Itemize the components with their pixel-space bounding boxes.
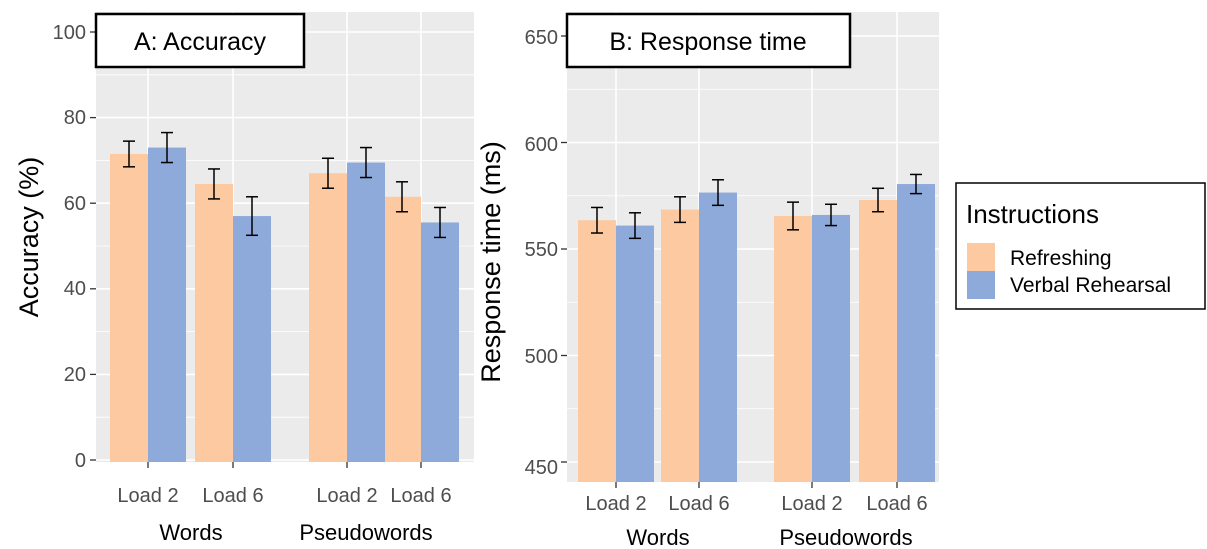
panel-b-bar <box>661 209 699 482</box>
panel-a-error-bar <box>123 140 135 168</box>
panel-a-y-tick-label: 20 <box>64 364 86 386</box>
panel-b-bar <box>616 225 654 482</box>
panel-b-group-label: Pseudowords <box>779 525 912 549</box>
panel-b-error-bar <box>872 187 884 213</box>
panel-a-group-label: Words <box>159 520 222 545</box>
panel-b-y-tick-label: 550 <box>525 239 558 261</box>
panel-a-y-ticks <box>90 31 96 461</box>
panel-a-bar <box>421 222 459 462</box>
panel-a-error-bar <box>208 168 220 200</box>
panel-b-x-tick-label: Load 2 <box>781 493 842 515</box>
panel-b-y-tick-label: 500 <box>525 346 558 368</box>
panel-a-y-axis-title: Accuracy (%) <box>14 157 44 318</box>
legend-swatch-verbal-rehearsal <box>967 271 995 299</box>
legend-title: Instructions <box>966 199 1099 229</box>
panel-b-bar <box>897 184 935 482</box>
panel-a-error-bar <box>360 146 372 179</box>
panel-a-error-bar <box>322 157 334 189</box>
legend-label-refreshing: Refreshing <box>1010 247 1112 270</box>
panel-a-error-bars <box>123 131 446 239</box>
panel-a-bar <box>233 216 271 462</box>
panel-a-x-tick-label: Load 2 <box>117 485 178 507</box>
panel-b-x-ticks <box>615 482 898 488</box>
panel-a-group-label: Pseudowords <box>299 520 432 545</box>
legend-label-verbal-rehearsal: Verbal Rehearsal <box>1010 274 1171 297</box>
panel-b: 450 500 550 600 650 Load 2 Load 6 Load 2… <box>476 12 939 549</box>
panel-b-y-ticks <box>561 35 567 463</box>
panel-a-x-ticks <box>147 462 422 468</box>
panel-b-bar <box>812 214 850 483</box>
panel-a: 0 20 40 60 80 100 Load 2 Load 6 Load 2 L… <box>14 12 474 545</box>
panel-a-y-tick-label: 0 <box>75 450 86 472</box>
panel-b-group-label: Words <box>626 525 689 549</box>
panel-a-y-tick-label: 60 <box>64 193 86 215</box>
panel-a-y-tick-label: 100 <box>53 22 86 44</box>
panel-b-label: B: Response time <box>609 28 806 56</box>
panel-a-error-bar <box>246 196 258 237</box>
panel-a-x-tick-label: Load 6 <box>390 485 451 507</box>
panel-b-error-bar <box>910 173 922 195</box>
panel-b-y-axis-title: Response time (ms) <box>476 141 506 383</box>
panel-b-bar <box>578 220 616 482</box>
panel-b-error-bar <box>629 212 641 240</box>
panel-a-x-tick-label: Load 2 <box>316 485 377 507</box>
panel-b-bar <box>699 192 737 482</box>
panel-a-bar <box>110 153 148 463</box>
panel-b-x-tick-label: Load 6 <box>668 493 729 515</box>
panel-a-bar <box>195 183 233 462</box>
panel-b-error-bar <box>787 201 799 231</box>
panel-a-error-bar <box>396 181 408 213</box>
panel-b-y-tick-label: 450 <box>525 457 558 479</box>
panel-a-y-tick-label: 40 <box>64 278 86 300</box>
panel-a-error-bar <box>161 131 173 164</box>
panel-b-y-tick-label: 650 <box>525 27 558 49</box>
panel-a-x-tick-label: Load 6 <box>202 485 263 507</box>
legend-swatch-refreshing <box>967 243 995 271</box>
panel-a-bar <box>383 196 421 462</box>
panel-b-error-bar <box>674 196 686 224</box>
panel-b-error-bar <box>591 206 603 234</box>
panel-b-label-box: B: Response time <box>565 12 852 69</box>
panel-a-bars <box>110 147 459 463</box>
panel-b-bars <box>578 184 935 483</box>
panel-b-error-bar <box>825 203 837 227</box>
panel-a-label-box: A: Accuracy <box>94 12 306 69</box>
legend: Instructions Refreshing Verbal Rehearsal <box>955 182 1206 310</box>
legend-frame <box>955 182 1206 310</box>
panel-a-bar <box>148 147 186 462</box>
panel-a-bar <box>347 162 385 463</box>
panel-b-bar <box>859 200 897 482</box>
panel-b-bar <box>774 215 812 483</box>
panel-b-x-tick-label: Load 2 <box>585 493 646 515</box>
panel-a-error-bar <box>434 206 446 239</box>
panel-b-error-bar <box>712 179 724 207</box>
panel-a-bar <box>309 173 347 463</box>
panel-a-label: A: Accuracy <box>134 28 266 56</box>
panel-a-y-tick-label: 80 <box>64 107 86 129</box>
panel-b-y-tick-label: 600 <box>525 134 558 156</box>
panel-b-error-bars <box>591 173 922 240</box>
panel-b-x-tick-label: Load 6 <box>866 493 927 515</box>
